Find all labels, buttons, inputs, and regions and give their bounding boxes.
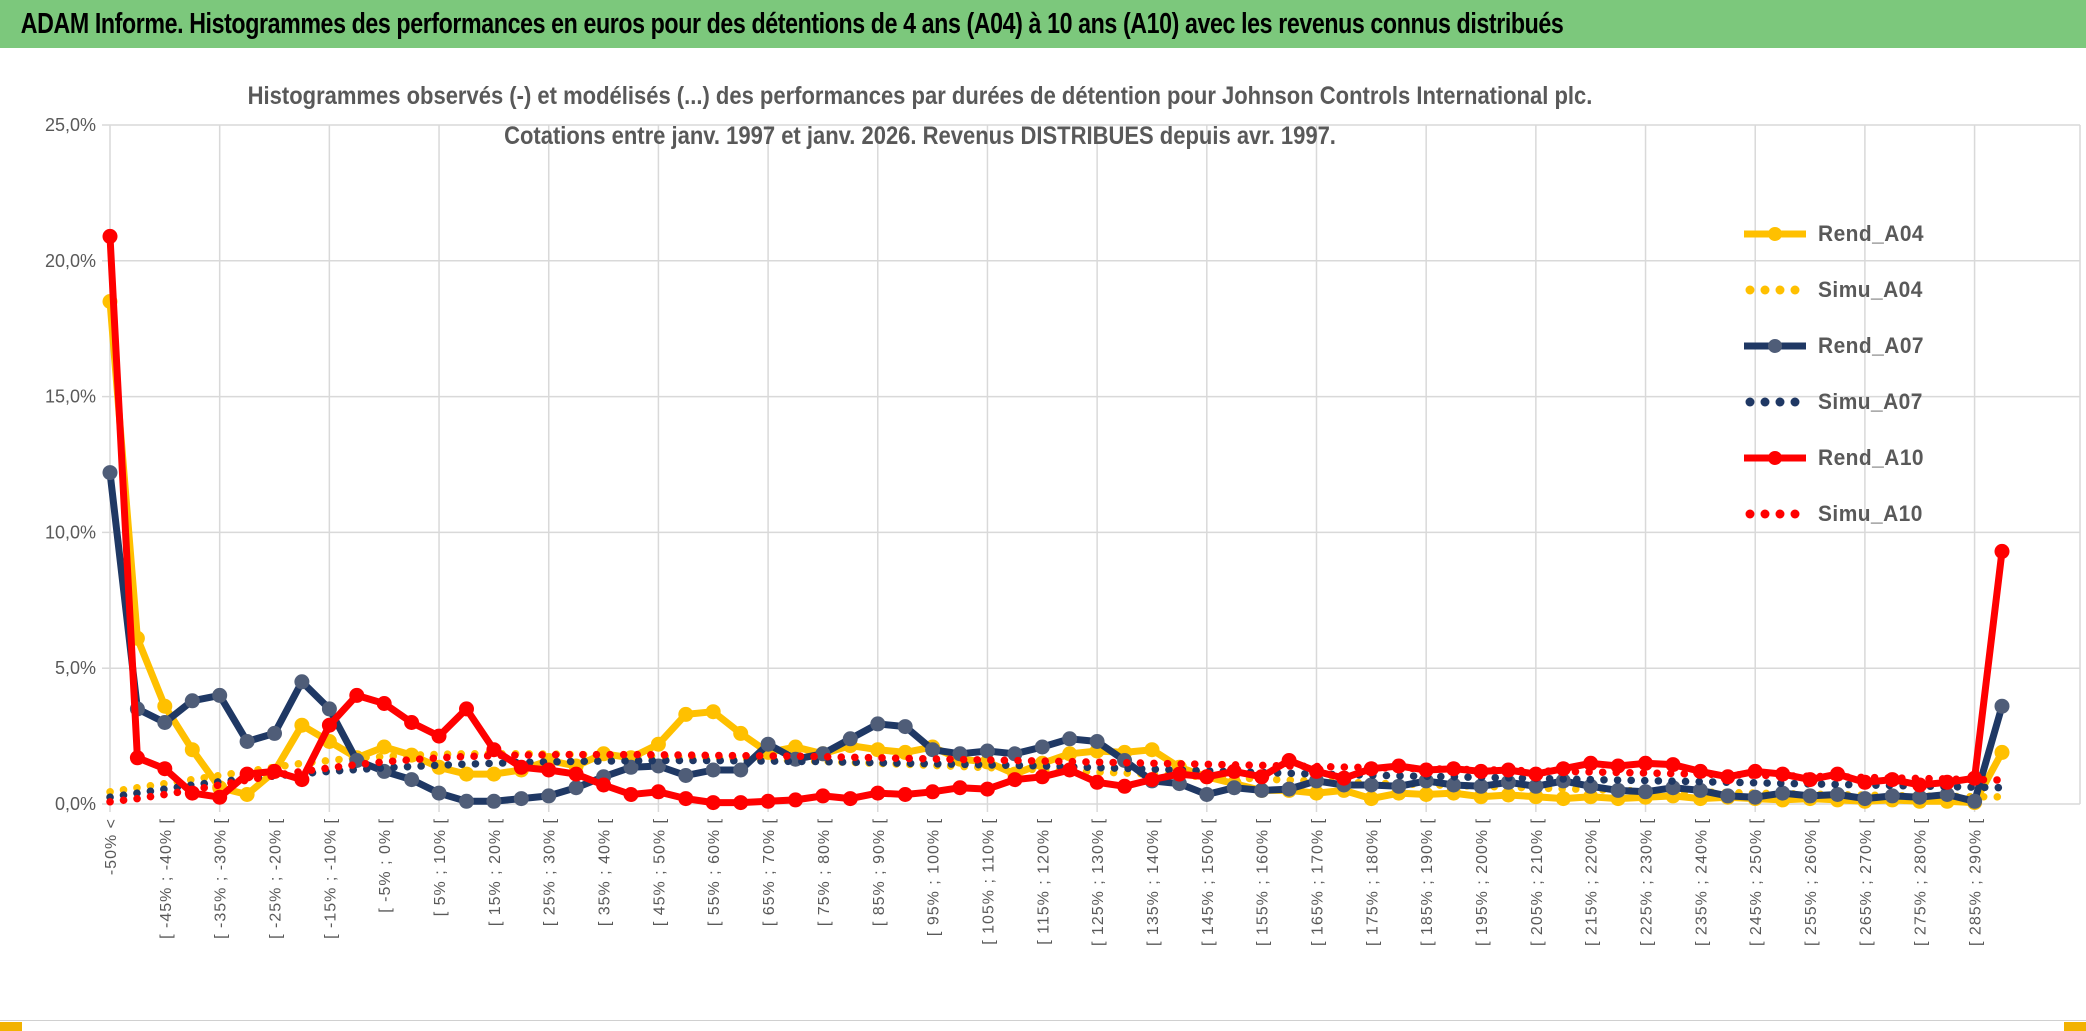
legend-item-rend_a04[interactable]: Rend_A04 [1742,206,1930,262]
legend-label: Simu_A10 [1818,501,1923,526]
x-axis-tick-label: -50% < [103,818,120,875]
x-axis-tick-label: [ 195% ; 200% [ [1474,818,1491,946]
x-axis-tick-label: [ 125% ; 130% [ [1090,818,1107,946]
x-axis-tick-label: [ 145% ; 150% [ [1200,818,1217,946]
x-axis-tick-label: [ 215% ; 220% [ [1584,818,1601,946]
x-axis-tick-label: [ 75% ; 80% [ [816,818,833,926]
x-axis-tick-label: [ -5% ; 0% [ [377,818,394,913]
x-axis-tick-label: [ 45% ; 50% [ [651,818,668,926]
legend-label: Simu_A04 [1818,277,1923,302]
x-axis-tick-label: [ 25% ; 30% [ [542,818,559,926]
legend-swatch-icon [1742,226,1808,242]
legend-item-rend_a10[interactable]: Rend_A10 [1742,430,1930,486]
x-axis-tick-label: [ 265% ; 270% [ [1858,818,1875,946]
x-axis-tick-label: [ 95% ; 100% [ [926,818,943,936]
legend-item-simu_a10[interactable]: Simu_A10 [1742,486,1930,542]
page-title: ADAM Informe. Histogrammes des performan… [20,7,1564,40]
y-axis-tick-label: 15,0% [45,387,96,407]
x-axis-tick-label: [ 225% ; 230% [ [1639,818,1656,946]
chart-title-line1: Histogrammes observés (-) et modélisés (… [247,82,1593,110]
legend-item-simu_a07[interactable]: Simu_A07 [1742,374,1930,430]
x-axis-tick-label: [ 85% ; 90% [ [871,818,888,926]
x-axis-tick-label: [ -15% ; -10% [ [322,818,339,939]
y-axis-tick-label: 5,0% [55,658,96,678]
series-line-rend_a07 [106,472,2006,805]
y-axis-tick-label: 0,0% [55,794,96,814]
gold-corner-bottom-right [2064,1022,2086,1031]
x-axis-tick-label: [ 285% ; 290% [ [1968,818,1985,946]
y-axis-tick-label: 10,0% [45,522,96,542]
header-bar: ADAM Informe. Histogrammes des performan… [0,0,2086,50]
x-axis-tick-label: [ 105% ; 110% [ [980,818,997,945]
legend-item-simu_a04[interactable]: Simu_A04 [1742,262,1930,318]
series-dotted-simu_a07 [106,756,2006,801]
x-axis-tick-label: [ 55% ; 60% [ [706,818,723,926]
legend-swatch-icon [1742,450,1808,466]
x-axis-tick-label: [ 275% ; 280% [ [1913,818,1930,946]
y-axis-tick-label: 25,0% [45,115,96,135]
gold-corner-bottom-left [0,1022,22,1031]
x-axis-tick-label: [ 235% ; 240% [ [1693,818,1710,946]
legend-label: Rend_A04 [1818,221,1925,246]
x-axis-tick-label: [ 175% ; 180% [ [1364,818,1381,946]
bottom-divider [0,1020,2086,1021]
x-axis-tick-label: [ -35% ; -30% [ [213,818,230,939]
x-axis-tick-label: [ 115% ; 120% [ [1035,818,1052,945]
chart-title-line2: Cotations entre janv. 1997 et janv. 2026… [504,122,1336,150]
x-axis-tick-label: [ -45% ; -40% [ [158,818,175,939]
legend-label: Simu_A07 [1818,389,1923,414]
x-axis-tick-label: [ 205% ; 210% [ [1529,818,1546,946]
series-line-rend_a04 [106,301,2006,807]
x-axis-tick-label: [ 165% ; 170% [ [1309,818,1326,946]
legend-swatch-icon [1742,338,1808,354]
legend-label: Rend_A07 [1818,333,1925,358]
x-axis-tick-label: [ 5% ; 10% [ [432,818,449,916]
x-axis-tick-label: [ 15% ; 20% [ [487,818,504,926]
x-axis-tick-label: [ 255% ; 260% [ [1803,818,1820,946]
x-axis-tick-label: [ 35% ; 40% [ [597,818,614,926]
legend-swatch-icon [1742,282,1808,298]
series-markers-rend_a04 [102,294,2010,811]
x-axis-tick-label: [ 135% ; 140% [ [1145,818,1162,946]
legend-item-rend_a07[interactable]: Rend_A07 [1742,318,1930,374]
legend-label: Rend_A10 [1818,445,1925,470]
legend-swatch-icon [1742,394,1808,410]
x-axis-tick-label: [ 155% ; 160% [ [1255,818,1272,946]
x-axis-tick-label: [ -25% ; -20% [ [268,818,285,939]
chart-surface [0,48,2086,1021]
series-line-rend_a10 [106,236,2006,807]
x-axis-tick-label: [ 65% ; 70% [ [761,818,778,926]
chart-legend: Rend_A04 Simu_A04 Rend_A07 Simu_A07 Rend_A10… [1742,206,1930,542]
series-dotted-simu_a10 [106,750,2006,806]
series-markers-rend_a10 [102,228,2010,811]
x-axis-tick-label: [ 245% ; 250% [ [1748,818,1765,946]
x-axis-tick-label: [ 185% ; 190% [ [1419,818,1436,946]
y-axis-tick-label: 20,0% [45,251,96,271]
legend-swatch-icon [1742,506,1808,522]
